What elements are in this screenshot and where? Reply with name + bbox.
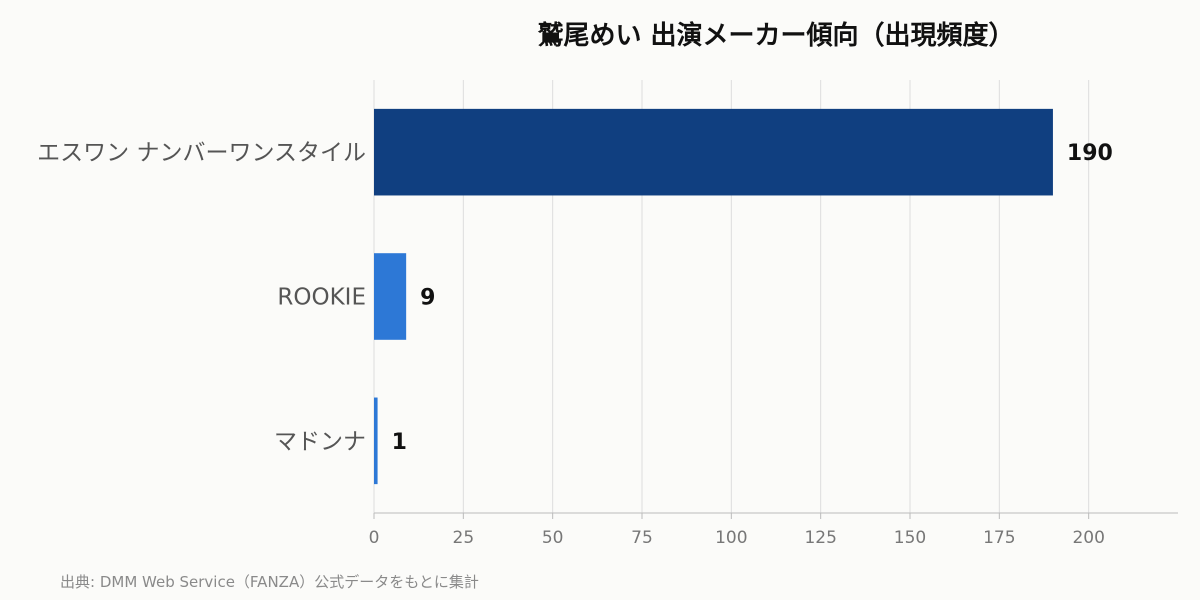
data-label: 190 xyxy=(1067,141,1113,166)
category-label: エスワン ナンバーワンスタイル xyxy=(37,140,366,166)
axis-layer: 0 25 50 75 100 125 150 175 200 xyxy=(369,512,1178,548)
chart-title: 鷲尾めい 出演メーカー傾向（出現頻度） xyxy=(537,21,1015,51)
x-tick-label: 175 xyxy=(983,528,1015,548)
category-label: マドンナ xyxy=(274,429,366,455)
bar xyxy=(374,108,1053,196)
bar-layer xyxy=(374,108,1053,485)
label-layer: エスワン ナンバーワンスタイル 190 ROOKIE 9 マドンナ 1 xyxy=(37,140,1113,455)
bar xyxy=(374,253,407,340)
category-label: ROOKIE xyxy=(277,285,366,311)
x-tick-label: 75 xyxy=(631,528,653,548)
x-tick-label: 150 xyxy=(894,528,926,548)
x-tick-label: 125 xyxy=(804,528,836,548)
x-tick-label: 100 xyxy=(715,528,747,548)
source-note: 出典: DMM Web Service（FANZA）公式データをもとに集計 xyxy=(60,573,479,591)
x-tick-label: 25 xyxy=(453,528,475,548)
data-label: 1 xyxy=(392,430,407,455)
data-label: 9 xyxy=(420,286,435,311)
x-tick-label: 50 xyxy=(542,528,564,548)
bar xyxy=(374,397,378,485)
x-tick-label: 200 xyxy=(1072,528,1104,548)
x-tick-label: 0 xyxy=(369,528,380,548)
